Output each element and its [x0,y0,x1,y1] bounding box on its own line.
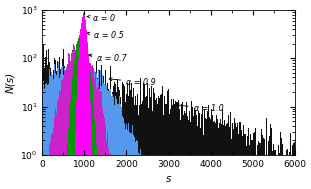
Text: α = 0: α = 0 [87,14,115,23]
Text: α = 0.7: α = 0.7 [89,54,127,63]
Text: α = 0.5: α = 0.5 [87,32,123,40]
Text: α = 1.0: α = 1.0 [176,104,224,113]
X-axis label: s: s [166,174,171,184]
Text: α = 0.9: α = 0.9 [109,78,156,87]
Y-axis label: N(s): N(s) [5,72,15,93]
